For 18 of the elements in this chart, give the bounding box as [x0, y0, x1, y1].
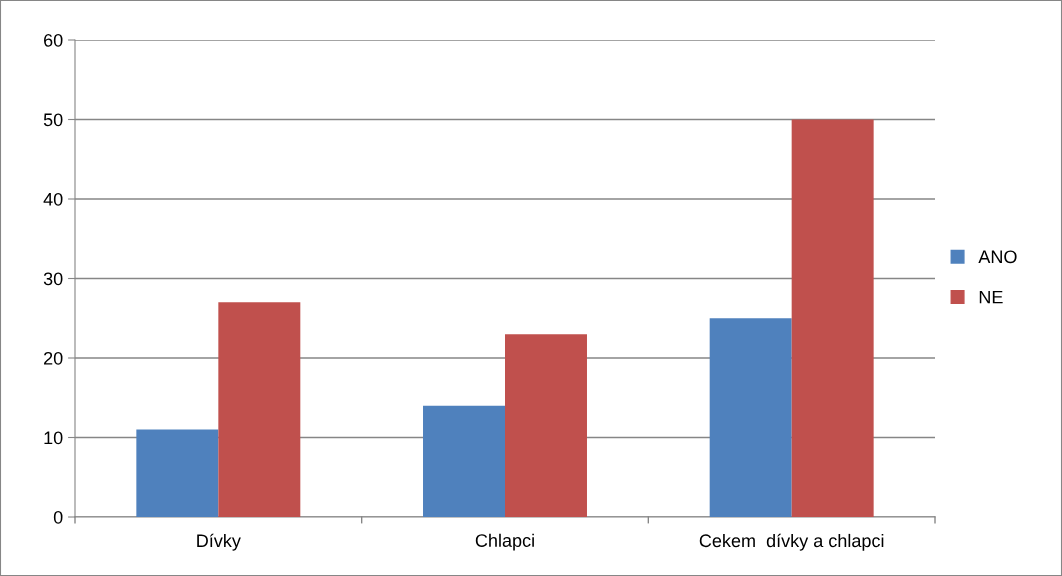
y-tick-label: 10 [44, 431, 63, 445]
y-tick-label: 0 [53, 510, 63, 524]
y-tick-label: 40 [43, 192, 63, 206]
legend-label: ANO [978, 250, 1017, 264]
legend-label: NE [979, 290, 1003, 304]
y-tick-label: 60 [44, 33, 63, 47]
bar [505, 334, 587, 517]
y-tick-label: 20 [44, 351, 63, 365]
x-tick-label: Dívky [197, 533, 241, 551]
bar [791, 119, 874, 517]
y-tick-label: 50 [43, 113, 63, 127]
bar [218, 302, 301, 517]
y-tick-label: 30 [43, 272, 63, 286]
x-tick-label: Chlapci [475, 533, 534, 551]
bar [136, 429, 219, 517]
x-tick-label: Cekem dívky a chlapci [699, 533, 884, 551]
bar [423, 405, 505, 517]
bar [709, 318, 792, 517]
